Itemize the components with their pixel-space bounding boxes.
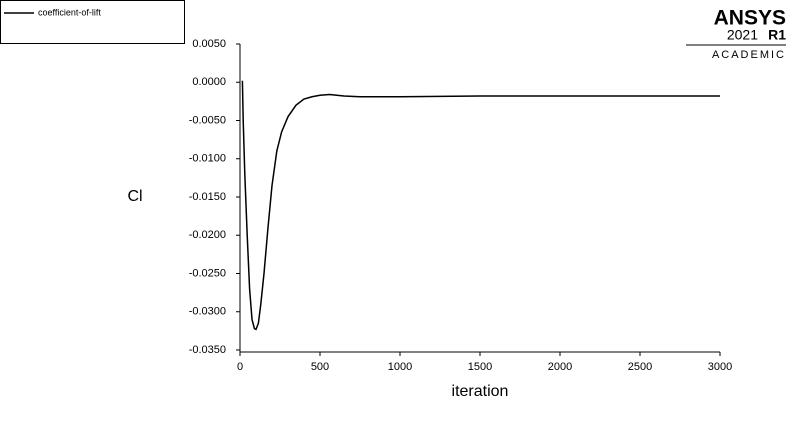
y-tick-label: -0.0250 bbox=[189, 267, 226, 279]
x-tick-label: 500 bbox=[311, 361, 329, 373]
y-axis-label: Cl bbox=[127, 188, 142, 205]
x-tick-label: 2000 bbox=[548, 361, 572, 373]
x-tick-label: 1500 bbox=[468, 361, 492, 373]
y-tick-label: -0.0150 bbox=[189, 191, 226, 203]
y-tick-label: -0.0300 bbox=[189, 306, 226, 318]
logo: ANSYS 2021 R1 ACADEMIC bbox=[686, 7, 786, 61]
x-tick-label: 1000 bbox=[388, 361, 412, 373]
y-tick-label: -0.0100 bbox=[189, 153, 226, 165]
logo-version: 2021 bbox=[727, 27, 758, 43]
x-tick-label: 0 bbox=[237, 361, 243, 373]
y-tick-label: 0.0000 bbox=[192, 76, 226, 88]
x-tick-label: 3000 bbox=[708, 361, 732, 373]
y-tick-label: 0.0050 bbox=[192, 38, 226, 50]
x-axis-label: iteration bbox=[452, 383, 509, 400]
logo-name: ANSYS bbox=[714, 7, 786, 30]
legend-label: coefficient-of-lift bbox=[38, 7, 101, 17]
legend-box bbox=[0, 0, 185, 44]
logo-edition: ACADEMIC bbox=[712, 49, 786, 61]
y-tick-label: -0.0350 bbox=[189, 344, 226, 356]
x-tick-label: 2500 bbox=[628, 361, 652, 373]
y-tick-label: -0.0200 bbox=[189, 229, 226, 241]
y-tick-label: -0.0050 bbox=[189, 114, 226, 126]
logo-release: R1 bbox=[768, 27, 786, 43]
line-series bbox=[241, 80, 720, 331]
